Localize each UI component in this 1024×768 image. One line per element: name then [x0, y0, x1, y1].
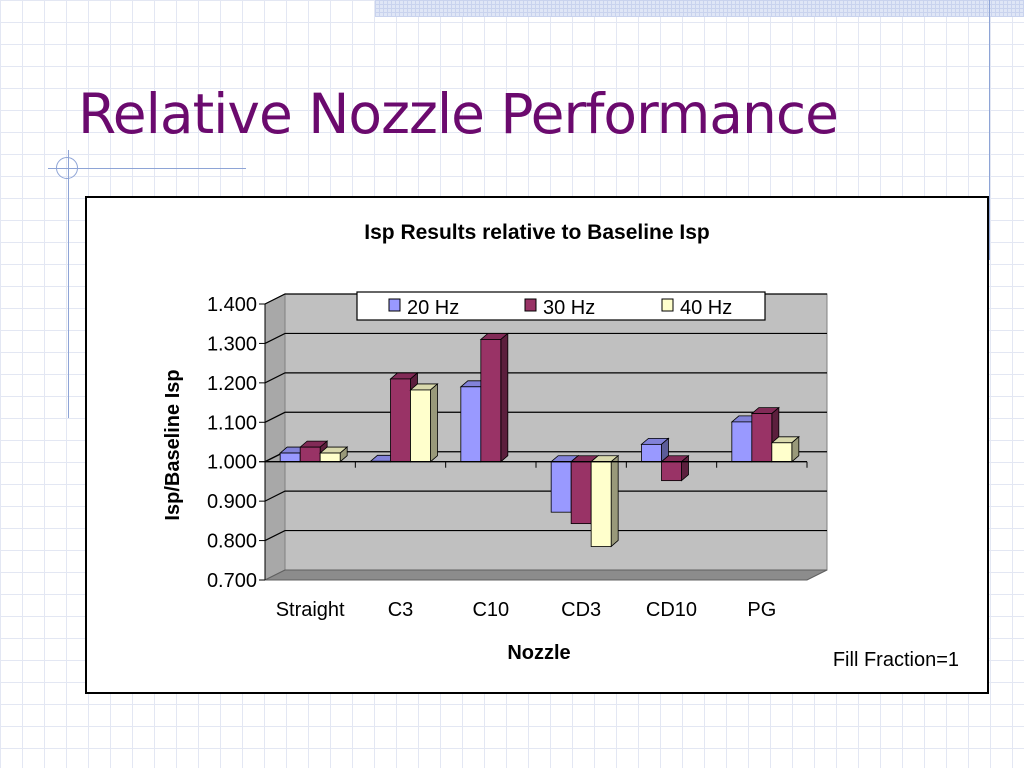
legend-label: 40 Hz — [680, 297, 732, 319]
chart-side-wall — [264, 293, 286, 581]
y-tick-label: 0.900 — [207, 491, 257, 513]
bar — [319, 446, 349, 463]
legend-swatch — [661, 298, 674, 312]
legend-box — [356, 291, 766, 321]
y-tick-label: 1.000 — [207, 452, 257, 474]
legend: 20 Hz 30 Hz 40 Hz — [356, 291, 766, 321]
plot-area: 0.700 0.800 0.900 1.000 1.100 1.200 1.300 1.400… — [207, 291, 828, 621]
bar-side-face — [610, 454, 619, 548]
legend-swatch — [388, 298, 401, 312]
bar — [590, 454, 620, 548]
gridline — [264, 372, 827, 384]
bar-front-face — [771, 442, 793, 463]
bar — [479, 332, 509, 463]
decorative-vertical-line-left — [68, 150, 69, 418]
x-tick-label: PG — [747, 599, 776, 621]
gridline — [264, 490, 827, 502]
fill-fraction-annotation: Fill Fraction=1 — [833, 649, 959, 671]
bar — [640, 437, 670, 463]
gridline — [264, 332, 827, 344]
decorative-circle — [56, 157, 78, 179]
bar-front-face — [731, 421, 753, 463]
bar-front-face — [390, 378, 411, 463]
bar-chart: Isp Results relative to Baseline Isp Noz… — [162, 221, 959, 671]
y-tick-label: 1.300 — [207, 333, 257, 355]
slide-title: Relative Nozzle Performance — [78, 82, 839, 146]
bar-front-face — [279, 452, 301, 463]
y-tick-label: 1.400 — [207, 294, 257, 316]
bar-front-face — [480, 339, 502, 463]
y-tick-label: 0.700 — [207, 570, 257, 592]
bar — [660, 454, 690, 482]
bar-front-face — [319, 452, 341, 463]
chart-frame: Isp Results relative to Baseline Isp Noz… — [85, 196, 989, 694]
bar — [409, 383, 439, 463]
bar-side-face — [430, 383, 438, 463]
chart-floor — [264, 569, 828, 581]
x-tick-label: C3 — [388, 599, 414, 621]
y-axis-title: Isp/Baseline Isp — [162, 369, 184, 520]
bar-front-face — [590, 461, 612, 547]
bar-front-face — [641, 443, 662, 463]
chart-title: Isp Results relative to Baseline Isp — [364, 221, 709, 244]
x-tick-label: Straight — [276, 599, 345, 621]
bar-front-face — [410, 389, 431, 463]
y-tick-label: 0.800 — [207, 531, 257, 553]
legend-swatch — [524, 298, 537, 312]
x-tick-label: C10 — [472, 599, 509, 621]
bar-front-face — [460, 386, 482, 463]
decorative-top-band — [375, 0, 1024, 17]
gridline — [264, 411, 827, 423]
bar-front-face — [550, 461, 572, 513]
bar-front-face — [661, 461, 682, 482]
y-tick-label: 1.200 — [207, 373, 257, 395]
bar-side-face — [500, 332, 509, 463]
x-axis-title: Nozzle — [507, 642, 570, 664]
legend-label: 30 Hz — [543, 297, 595, 319]
legend-label: 20 Hz — [407, 297, 459, 319]
bar-front-face — [751, 413, 773, 463]
x-tick-label: CD3 — [561, 599, 601, 621]
bar — [770, 435, 800, 463]
bar-front-face — [299, 446, 321, 463]
x-tick-label: CD10 — [646, 599, 697, 621]
decorative-horizontal-line — [48, 168, 246, 169]
gridline — [264, 529, 827, 542]
decorative-vertical-line-right — [989, 0, 990, 260]
y-tick-label: 1.100 — [207, 412, 257, 434]
bar-front-face — [570, 461, 592, 525]
